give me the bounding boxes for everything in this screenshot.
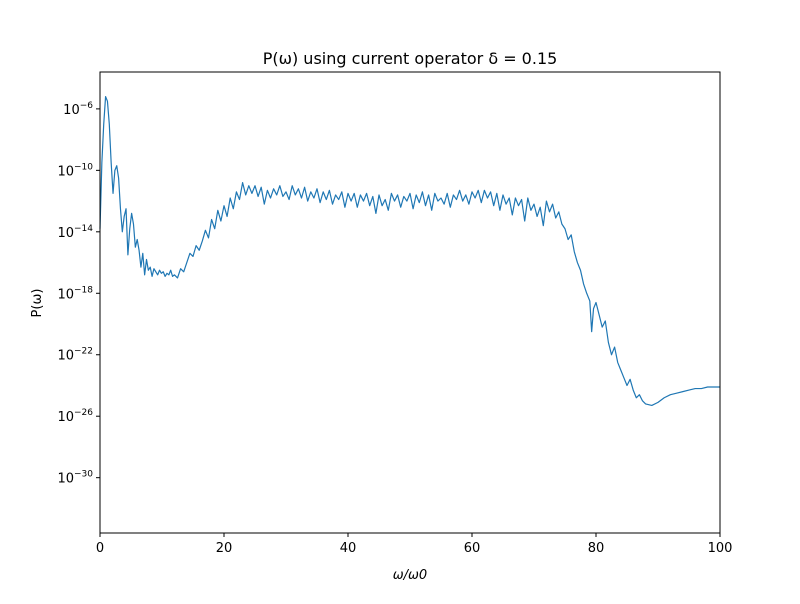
series-line bbox=[99, 95, 720, 407]
x-tick-label: 40 bbox=[340, 541, 357, 556]
x-tick-label: 0 bbox=[96, 541, 104, 556]
x-tick-label: 60 bbox=[464, 541, 481, 556]
x-tick-label: 80 bbox=[588, 541, 605, 556]
axes-area: 0 20 40 60 80 100 10−6 10−10 10−14 10−18 10−22 10−2… bbox=[57, 71, 733, 556]
y-tick-label: 10−6 bbox=[63, 101, 93, 118]
y-tick-label: 10−22 bbox=[57, 347, 93, 364]
chart-title: P(ω) using current operator δ = 0.15 bbox=[263, 49, 558, 68]
y-tick-label: 10−26 bbox=[57, 408, 93, 425]
plot-frame bbox=[99, 71, 721, 534]
y-tick-label: 10−30 bbox=[57, 470, 93, 487]
y-tick-label: 10−10 bbox=[57, 162, 93, 179]
x-tick-label: 100 bbox=[708, 541, 733, 556]
y-tick-label: 10−14 bbox=[57, 224, 93, 241]
y-axis-label: P(ω) bbox=[30, 289, 45, 318]
y-tick-label: 10−18 bbox=[57, 285, 93, 302]
x-axis-label: ω/ω0 bbox=[393, 568, 427, 583]
x-tick-label: 20 bbox=[216, 541, 233, 556]
